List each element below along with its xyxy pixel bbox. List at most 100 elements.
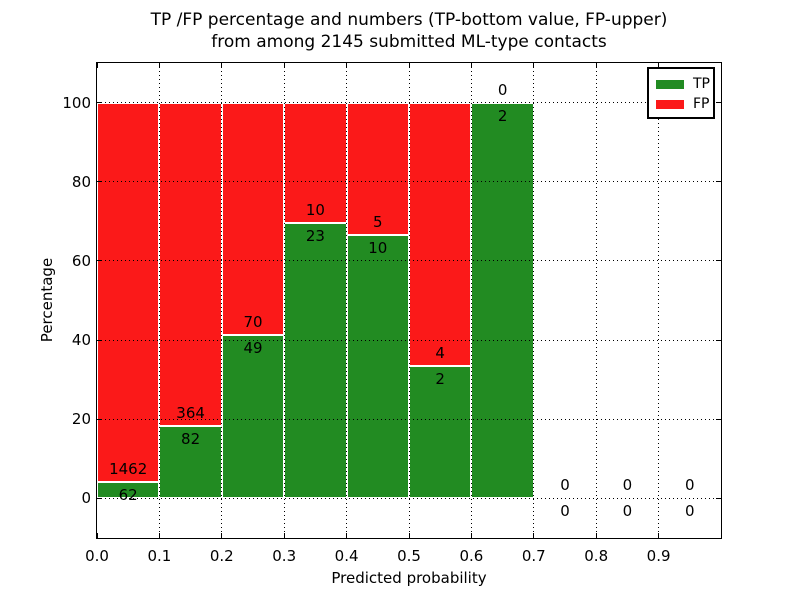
bar-count-label-tp: 49: [243, 339, 263, 358]
bar-segment-fp: [409, 102, 472, 367]
y-tick-mark: [97, 418, 102, 420]
legend-swatch-tp: [656, 79, 684, 89]
x-tick-mark: [408, 63, 410, 68]
x-tick-mark: [158, 533, 160, 538]
x-tick-mark: [658, 63, 660, 68]
x-tick-mark: [470, 533, 472, 538]
x-tick-label: 0.5: [397, 547, 421, 565]
legend-swatch-fp: [656, 99, 684, 109]
bar-segment-fp: [159, 102, 222, 426]
legend-label-fp: FP: [693, 96, 710, 112]
gridline-v: [158, 63, 160, 538]
bar-count-label-fp: 0: [622, 476, 633, 495]
x-tick-mark: [346, 63, 348, 68]
y-tick-label: 80: [71, 172, 91, 191]
y-tick-label: 100: [62, 93, 91, 112]
gridline-v: [408, 63, 410, 538]
x-tick-mark: [408, 533, 410, 538]
x-axis-label: Predicted probability: [331, 569, 487, 587]
legend-label-tp: TP: [693, 76, 710, 92]
x-tick-label: 0.0: [85, 547, 109, 565]
bar-count-label-tp: 62: [118, 486, 138, 505]
x-tick-mark: [595, 63, 597, 68]
x-tick-mark: [96, 63, 98, 68]
bar-count-label-fp: 4: [435, 344, 445, 363]
bar-count-label-fp: 10: [305, 200, 325, 219]
legend: TP FP: [647, 67, 715, 119]
bar-segment-fp: [97, 102, 160, 483]
x-tick-mark: [470, 63, 472, 68]
bar-segment-tp: [284, 222, 347, 499]
y-axis-label: Percentage: [38, 257, 56, 343]
x-tick-label: 0.1: [147, 547, 172, 565]
bar-count-label-tp: 0: [622, 502, 633, 521]
y-tick-mark: [716, 181, 721, 183]
gridline-v: [533, 63, 535, 538]
y-tick-mark: [97, 102, 102, 104]
bar-count-label-fp: 5: [373, 212, 383, 231]
y-tick-mark: [716, 497, 721, 499]
x-tick-mark: [221, 533, 223, 538]
plot-area: TP FP 1462 62 364 82 70 49 10 23 5 10 4 2 0 2 0 0 0 0 0 0 0 2…: [62, 62, 722, 565]
x-tick-label: 0.8: [584, 547, 609, 565]
x-tick-label: 0.9: [646, 547, 671, 565]
y-tick-mark: [716, 339, 721, 341]
bar-count-label-tp: 82: [181, 429, 201, 448]
legend-entry-tp: TP: [656, 74, 713, 94]
x-tick-label: 0.3: [272, 547, 297, 565]
x-tick-label: 0.4: [334, 547, 359, 565]
x-tick-mark: [346, 533, 348, 538]
x-tick-label: 0.2: [209, 547, 234, 565]
y-tick-label: 0: [81, 489, 91, 508]
y-tick-label: 40: [71, 331, 91, 350]
bar-segment-fp: [284, 102, 347, 223]
x-tick-mark: [595, 533, 597, 538]
x-tick-mark: [96, 533, 98, 538]
y-tick-mark: [97, 260, 102, 262]
x-tick-mark: [658, 533, 660, 538]
bar-count-label-fp: 364: [176, 403, 205, 422]
bar-segment-tp: [409, 366, 472, 499]
bar-count-label-tp: 2: [435, 370, 445, 389]
bar-count-label-fp: 0: [685, 476, 695, 495]
bar-segment-tp: [97, 482, 160, 499]
gridline-v: [221, 63, 223, 538]
bar-count-label-tp: 0: [685, 502, 695, 521]
y-tick-mark: [716, 418, 721, 420]
x-tick-mark: [283, 63, 285, 68]
x-tick-mark: [221, 63, 223, 68]
bar-count-label-fp: 70: [243, 313, 263, 332]
x-tick-label: 0.6: [459, 547, 484, 565]
bar-segment-tp: [471, 102, 534, 499]
y-tick-mark: [716, 102, 721, 104]
bar-segment-tp: [221, 335, 285, 499]
bar-count-label-fp: 0: [497, 80, 508, 99]
chart-title-line2: from among 2145 submitted ML-type contac…: [211, 32, 607, 52]
x-tick-mark: [283, 533, 285, 538]
y-tick-mark: [97, 181, 102, 183]
x-tick-mark: [533, 533, 535, 538]
x-tick-label: 0.7: [521, 547, 546, 565]
bar-count-label-fp: 1462: [109, 460, 148, 479]
bar-count-label-tp: 10: [368, 238, 388, 257]
bar-segment-tp: [346, 234, 409, 499]
bar-count-label-tp: 0: [560, 502, 570, 521]
y-tick-mark: [716, 260, 721, 262]
y-tick-mark: [97, 339, 102, 341]
chart-title-line1: TP /FP percentage and numbers (TP-bottom…: [150, 10, 668, 30]
chart-title: TP /FP percentage and numbers (TP-bottom…: [97, 9, 721, 53]
bar-segment-tp: [159, 425, 222, 499]
y-tick-label: 60: [71, 251, 91, 270]
bar-count-label-fp: 0: [560, 476, 570, 495]
gridline-v: [346, 63, 348, 538]
y-tick-label: 20: [71, 410, 91, 429]
bar-segment-fp: [346, 102, 409, 235]
gridline-v: [658, 63, 660, 538]
x-tick-mark: [158, 63, 160, 68]
x-tick-mark: [533, 63, 535, 68]
y-tick-mark: [97, 497, 102, 499]
gridline-v: [595, 63, 597, 538]
gridline-v: [283, 63, 285, 538]
bar-count-label-tp: 2: [497, 106, 508, 125]
